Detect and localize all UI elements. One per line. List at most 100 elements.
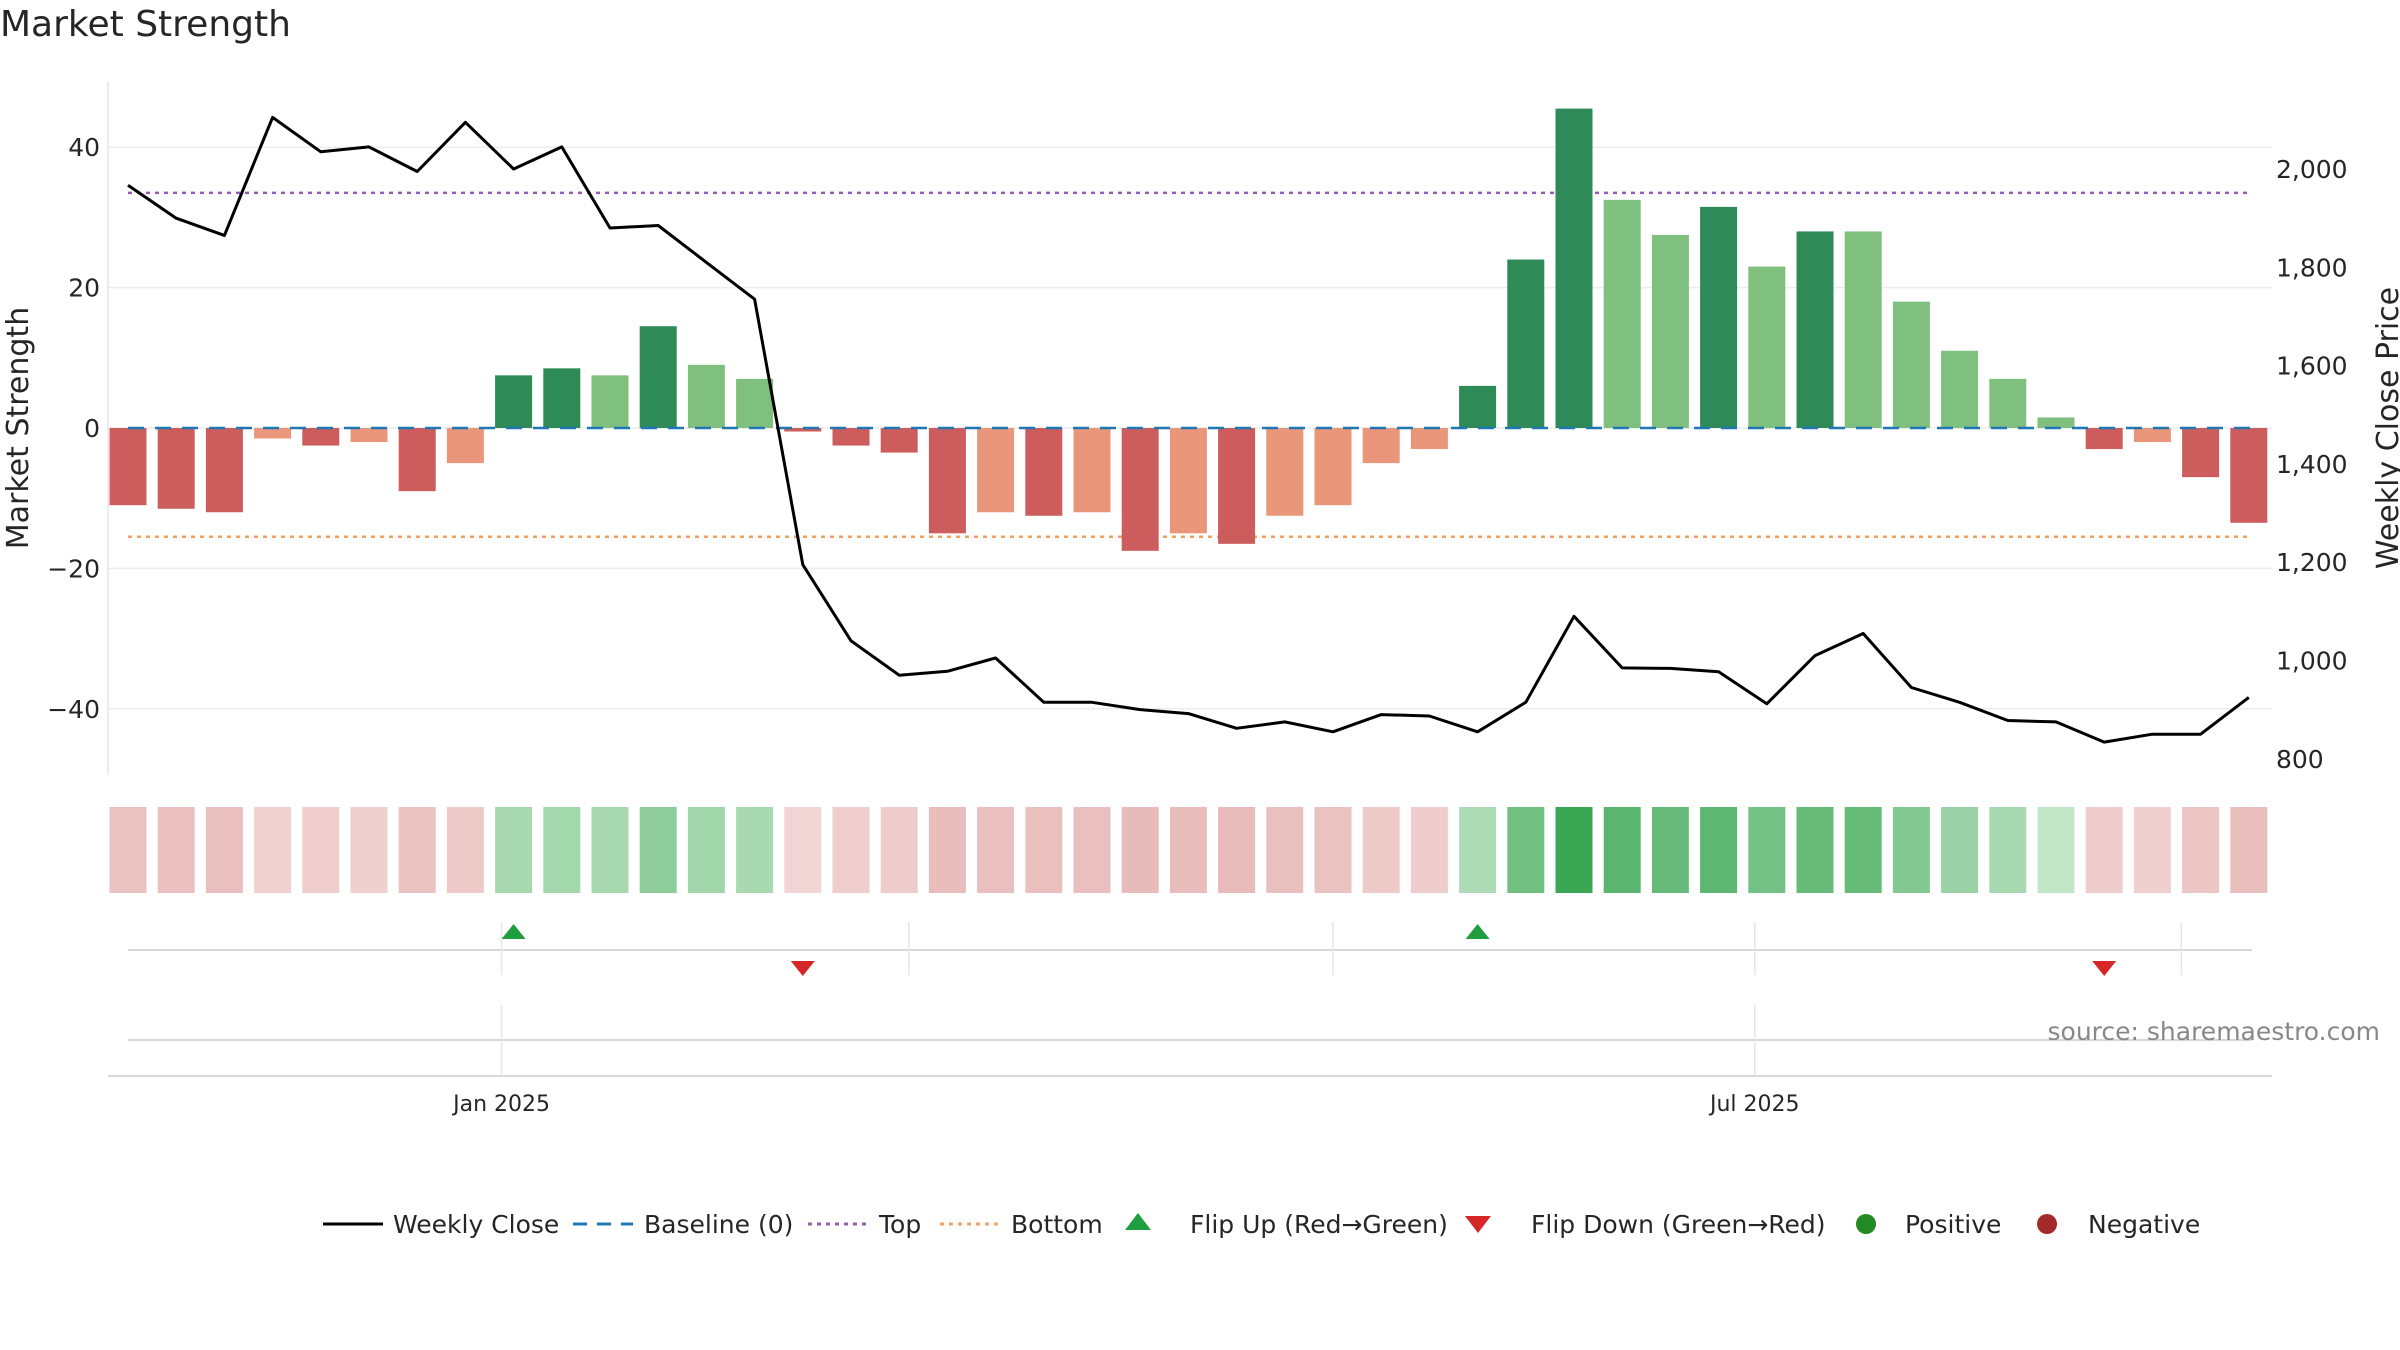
strength-bar [832, 428, 870, 446]
strength-bar [1796, 231, 1834, 428]
heat-cell [639, 807, 677, 893]
strength-bar [784, 428, 822, 432]
strength-bar [157, 428, 195, 509]
strength-bar [1266, 428, 1304, 516]
strength-bar [2230, 428, 2268, 523]
heat-cell [832, 807, 870, 893]
strength-bar [1507, 259, 1545, 428]
heat-cell [784, 807, 822, 893]
heat-cell [1651, 807, 1689, 893]
heat-cell [928, 807, 966, 893]
strength-bar [1941, 350, 1979, 428]
strength-bar [254, 428, 292, 439]
heat-cell [1459, 807, 1497, 893]
strength-bar [687, 364, 725, 428]
strength-bar [1169, 428, 1207, 534]
strength-bar [495, 375, 533, 428]
y-axis-title: Market Strength [1, 307, 36, 549]
chart-title: Market Strength [0, 4, 291, 45]
heat-cell [495, 807, 533, 893]
heat-cell [687, 807, 725, 893]
strength-bar [350, 428, 388, 443]
y-tick-label: 40 [68, 133, 100, 162]
heat-cell [1169, 807, 1207, 893]
flip-down-marker [790, 961, 815, 976]
flip-up-marker [501, 924, 526, 939]
strength-bar [1314, 428, 1352, 506]
strength-bar [977, 428, 1015, 513]
strength-bar [1989, 378, 2027, 428]
x-tick-label: Jan 2025 [451, 1092, 550, 1117]
legend-label-negative: Negative [2088, 1210, 2200, 1239]
legend-item-positive: Positive [1856, 1210, 2001, 1239]
strength-bar [446, 428, 484, 464]
heat-cell [1121, 807, 1159, 893]
heat-cell [254, 807, 292, 893]
strength-bar [398, 428, 436, 492]
strength-bar [2085, 428, 2123, 450]
heat-cell [1796, 807, 1834, 893]
heat-cell [1507, 807, 1545, 893]
strength-bar [2037, 417, 2075, 428]
strength-bar [543, 368, 581, 428]
heat-cell [736, 807, 774, 893]
strength-bar [1555, 108, 1593, 428]
strength-bar [1025, 428, 1063, 516]
y2-tick-label: 1,200 [2276, 548, 2348, 577]
flip-signal-track [128, 922, 2252, 976]
heat-cell [2133, 807, 2171, 893]
y2-tick-label: 800 [2276, 745, 2324, 774]
heat-cell [1073, 807, 1111, 893]
y-tick-label: 0 [84, 414, 100, 443]
strength-bar [1603, 199, 1641, 428]
strength-bar [1218, 428, 1256, 544]
legend-label-bottom: Bottom [1011, 1210, 1103, 1239]
x-tick-label: Jul 2025 [1708, 1092, 1800, 1117]
legend-item-top: Top [808, 1210, 921, 1239]
strength-bar [736, 378, 774, 428]
strength-bar [1844, 231, 1882, 428]
heat-cell [109, 807, 147, 893]
y2-axis-title: Weekly Close Price [2371, 287, 2400, 569]
legend: Weekly Close Baseline (0) Top Bottom Fli… [323, 1210, 2200, 1239]
heat-cell [1748, 807, 1786, 893]
legend-label-weekly-close: Weekly Close [393, 1210, 559, 1239]
heat-cell [1844, 807, 1882, 893]
heat-cell [2230, 807, 2268, 893]
heat-cell [1989, 807, 2027, 893]
heat-cell [1362, 807, 1400, 893]
heat-cell [1892, 807, 1930, 893]
heat-cell [1218, 807, 1256, 893]
heat-cell [1266, 807, 1304, 893]
strength-bar [1121, 428, 1159, 551]
strength-bar [1748, 266, 1786, 428]
heat-cell [1700, 807, 1738, 893]
heat-cell [1314, 807, 1352, 893]
legend-item-flip-up: Flip Up (Red→Green) [1125, 1210, 1448, 1239]
strength-bar [1651, 234, 1689, 428]
strength-bar [2182, 428, 2220, 478]
strength-bar [1410, 428, 1448, 450]
y2-tick-label: 1,400 [2276, 450, 2348, 479]
heat-cell [543, 807, 581, 893]
weekly-close-series [127, 115, 2250, 744]
y-tick-label: −20 [47, 554, 100, 583]
strength-bars [109, 108, 2268, 551]
heat-cell [880, 807, 918, 893]
strength-bar [1459, 385, 1497, 428]
flip-down-marker [2092, 961, 2117, 976]
heat-cell [157, 807, 195, 893]
legend-item-baseline: Baseline (0) [573, 1210, 793, 1239]
legend-item-weekly-close: Weekly Close [323, 1210, 559, 1239]
strength-bar [639, 326, 677, 428]
heat-cell [2085, 807, 2123, 893]
heat-cell [205, 807, 243, 893]
legend-item-flip-down: Flip Down (Green→Red) [1465, 1210, 1826, 1239]
strength-heat-strip [109, 807, 2268, 893]
y-tick-label: 20 [68, 274, 100, 303]
legend-item-bottom: Bottom [940, 1210, 1103, 1239]
heat-cell [2037, 807, 2075, 893]
heat-cell [591, 807, 629, 893]
weekly-close-line [127, 115, 2250, 744]
